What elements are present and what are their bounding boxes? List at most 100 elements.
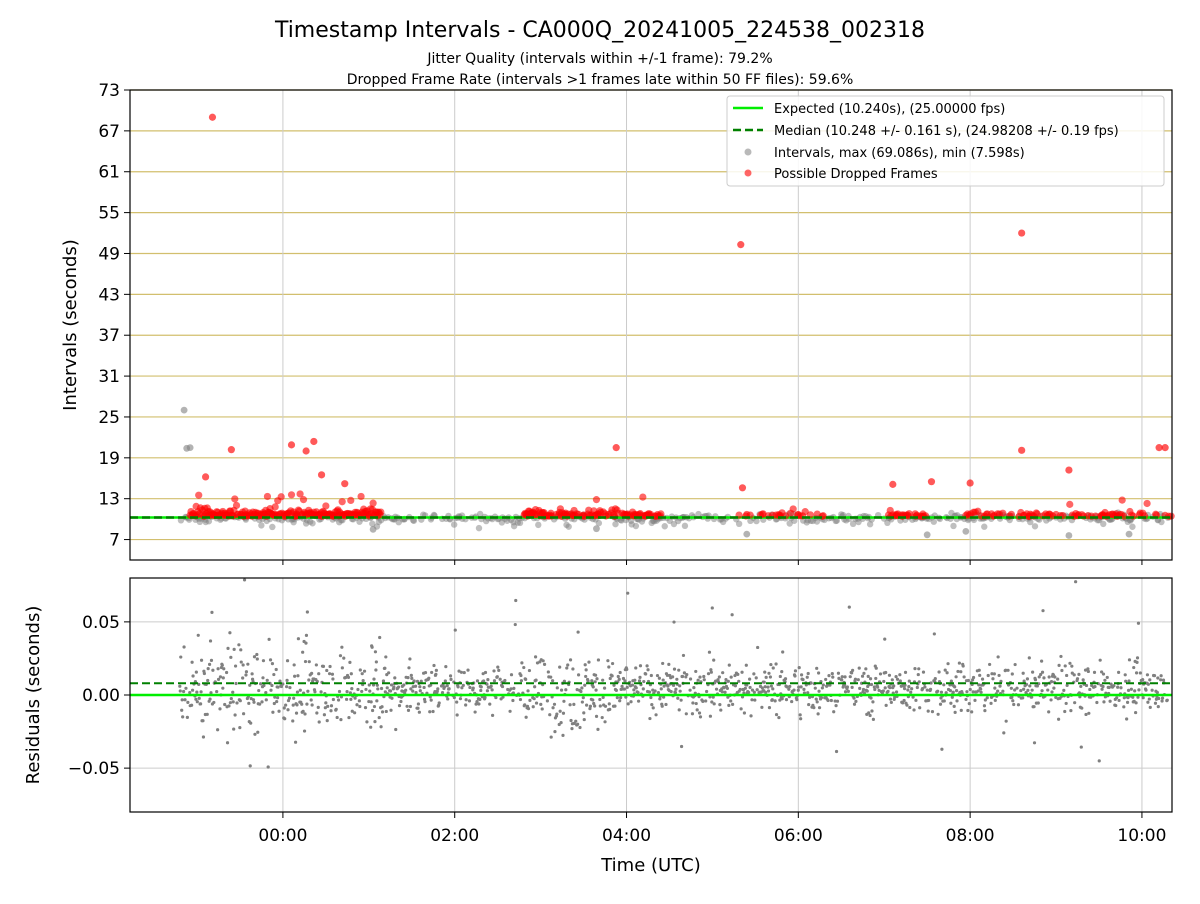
residual-point bbox=[479, 688, 483, 693]
residual-point bbox=[713, 679, 718, 683]
residual-point bbox=[1116, 685, 1120, 689]
residual-point bbox=[533, 685, 537, 689]
residual-point bbox=[769, 684, 773, 688]
residual-point bbox=[783, 677, 788, 681]
residual-point bbox=[825, 683, 830, 687]
residual-point bbox=[1123, 673, 1127, 677]
residual-point bbox=[763, 670, 767, 674]
residual-point bbox=[850, 685, 854, 689]
residual-point bbox=[846, 689, 850, 693]
residual-point bbox=[408, 657, 412, 661]
dropped-frame-point bbox=[338, 498, 346, 506]
residual-point bbox=[569, 718, 573, 723]
dropped-frame-point bbox=[201, 473, 210, 481]
residual-point bbox=[1150, 688, 1154, 692]
residual-point bbox=[208, 639, 213, 643]
residual-point bbox=[655, 673, 660, 678]
dropped-frame-point bbox=[905, 510, 913, 518]
residual-point bbox=[795, 698, 799, 702]
residual-point bbox=[358, 668, 362, 672]
interval-point bbox=[369, 525, 377, 533]
residual-point bbox=[585, 703, 589, 707]
dropped-frame-point bbox=[263, 492, 272, 501]
residual-point bbox=[760, 705, 764, 709]
residual-point bbox=[397, 704, 402, 708]
residual-point bbox=[1148, 678, 1152, 682]
residual-point bbox=[671, 675, 675, 679]
residual-point bbox=[907, 679, 911, 683]
residual-point bbox=[1021, 696, 1025, 700]
residual-point bbox=[968, 687, 972, 692]
residual-point bbox=[815, 700, 819, 704]
residual-point bbox=[295, 703, 299, 707]
residual-point bbox=[566, 663, 570, 667]
residual-point bbox=[574, 719, 578, 723]
residual-point bbox=[513, 622, 517, 627]
residual-point bbox=[349, 672, 353, 676]
residual-point bbox=[752, 690, 756, 694]
residual-point bbox=[706, 672, 711, 676]
residual-point bbox=[442, 685, 447, 689]
residual-point bbox=[374, 668, 378, 672]
residual-point bbox=[979, 690, 983, 694]
residual-point bbox=[944, 691, 948, 695]
residual-point bbox=[370, 645, 374, 649]
dropped-frame-point bbox=[1155, 444, 1163, 452]
residual-point bbox=[649, 695, 653, 700]
residual-point bbox=[799, 673, 804, 677]
residual-point bbox=[889, 700, 893, 705]
residual-point bbox=[553, 730, 557, 734]
residual-point bbox=[497, 668, 501, 672]
residual-point bbox=[296, 674, 300, 678]
residual-point bbox=[979, 687, 983, 691]
residual-point bbox=[815, 666, 819, 670]
residual-point bbox=[287, 696, 292, 700]
residual-point bbox=[1145, 673, 1150, 677]
residual-point bbox=[373, 650, 378, 654]
residual-point bbox=[221, 686, 225, 690]
intervals-plot-frame bbox=[129, 89, 1173, 561]
intervals-y-tick-label: 43 bbox=[98, 285, 120, 305]
residual-point bbox=[559, 721, 563, 725]
residual-point bbox=[202, 671, 206, 676]
residual-point bbox=[555, 686, 559, 690]
residual-point bbox=[474, 702, 478, 706]
residual-point bbox=[586, 679, 590, 683]
residual-point bbox=[659, 687, 663, 691]
dropped-frame-point bbox=[287, 491, 296, 499]
dropped-frame-point bbox=[1065, 466, 1073, 474]
residual-point bbox=[329, 709, 333, 713]
residual-point bbox=[674, 687, 678, 691]
residual-point bbox=[638, 664, 643, 668]
residual-point bbox=[754, 676, 758, 680]
residual-point bbox=[408, 704, 412, 709]
residual-point bbox=[802, 691, 807, 695]
residual-point bbox=[1009, 686, 1013, 690]
residual-point bbox=[271, 710, 275, 714]
residual-point bbox=[238, 699, 242, 703]
residual-point bbox=[581, 696, 585, 700]
intervals-y-tick-label: 73 bbox=[98, 81, 120, 101]
residual-point bbox=[534, 701, 539, 705]
residual-point bbox=[623, 679, 627, 683]
residual-point bbox=[1101, 672, 1106, 676]
residual-point bbox=[656, 690, 661, 695]
dropped-frame-point bbox=[195, 491, 203, 499]
residual-point bbox=[518, 697, 523, 702]
residual-point bbox=[405, 704, 409, 708]
x-axis-label: Time (UTC) bbox=[600, 855, 701, 876]
residual-point bbox=[1157, 696, 1161, 701]
residual-point bbox=[288, 685, 292, 690]
residual-point bbox=[752, 672, 756, 676]
dropped-frame-point bbox=[296, 490, 304, 498]
residual-point bbox=[423, 670, 428, 675]
residual-point bbox=[769, 662, 773, 667]
residual-point bbox=[211, 668, 215, 672]
residual-point bbox=[253, 732, 257, 736]
intervals-y-axis-label: Intervals (seconds) bbox=[60, 239, 81, 411]
residual-point bbox=[592, 701, 596, 706]
residual-point bbox=[483, 670, 488, 675]
residual-point bbox=[479, 685, 483, 689]
dropped-frame-point bbox=[801, 508, 809, 516]
residual-point bbox=[664, 702, 668, 707]
